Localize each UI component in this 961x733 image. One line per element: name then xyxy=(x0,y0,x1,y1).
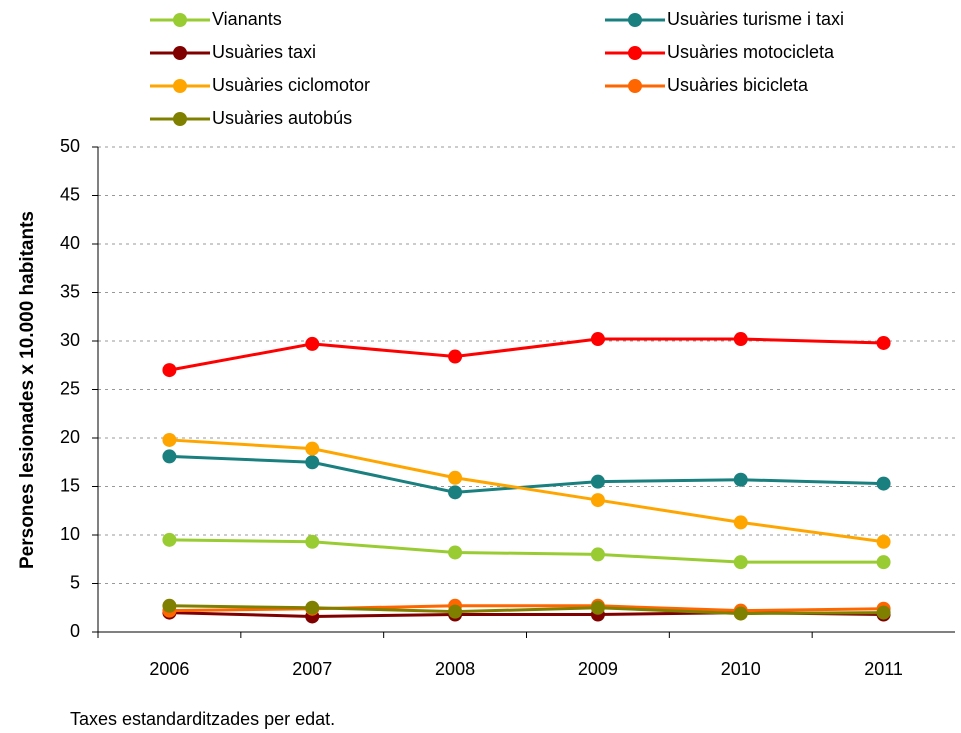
data-point xyxy=(448,349,463,364)
series-line xyxy=(169,337,884,372)
y-axis-label: Persones lesionades x 10.000 habitants xyxy=(17,211,38,569)
y-tick-label: 20 xyxy=(60,427,80,447)
data-point xyxy=(448,470,463,485)
data-point xyxy=(876,335,891,350)
data-point xyxy=(590,600,605,615)
y-tick-label: 15 xyxy=(60,475,80,495)
data-point xyxy=(305,441,320,456)
series-line xyxy=(169,454,884,494)
legend-label: Usuàries taxi xyxy=(212,42,316,62)
data-point xyxy=(448,485,463,500)
data-point xyxy=(876,605,891,620)
legend-label: Vianants xyxy=(212,9,282,29)
legend-label: Usuàries turisme i taxi xyxy=(667,9,844,29)
y-tick-label: 40 xyxy=(60,233,80,253)
y-tick-label: 5 xyxy=(70,572,80,592)
series-line xyxy=(169,604,884,616)
data-point xyxy=(448,545,463,560)
data-point xyxy=(876,555,891,570)
legend-marker xyxy=(173,46,187,60)
x-tick-label: 2009 xyxy=(578,659,618,679)
legend-label: Usuàries autobús xyxy=(212,108,352,128)
data-point xyxy=(162,432,177,447)
data-point xyxy=(590,474,605,489)
data-point xyxy=(162,598,177,613)
y-tick-label: 0 xyxy=(70,621,80,641)
data-point xyxy=(590,332,605,347)
data-point xyxy=(733,472,748,487)
series-line xyxy=(169,438,884,544)
legend-marker xyxy=(628,13,642,27)
legend-marker xyxy=(628,79,642,93)
data-point xyxy=(305,336,320,351)
y-tick-label: 50 xyxy=(60,136,80,156)
data-point xyxy=(305,600,320,615)
data-point xyxy=(733,515,748,530)
legend-marker xyxy=(173,79,187,93)
y-tick-label: 30 xyxy=(60,330,80,350)
x-tick-label: 2006 xyxy=(149,659,189,679)
note: Taxes estandarditzades per edat. xyxy=(70,709,335,729)
y-tick-label: 10 xyxy=(60,524,80,544)
x-tick-label: 2008 xyxy=(435,659,475,679)
x-tick-label: 2007 xyxy=(292,659,332,679)
data-point xyxy=(733,332,748,347)
x-tick-label: 2010 xyxy=(721,659,761,679)
data-point xyxy=(162,363,177,378)
data-point xyxy=(448,604,463,619)
data-point xyxy=(305,534,320,549)
series-line xyxy=(169,538,884,564)
data-point xyxy=(733,606,748,621)
x-tick-label: 2011 xyxy=(864,659,903,679)
y-tick-label: 45 xyxy=(60,184,80,204)
legend-label: Usuàries ciclomotor xyxy=(212,75,370,95)
legend-label: Usuàries bicicleta xyxy=(667,75,809,95)
data-point xyxy=(733,555,748,570)
legend-marker xyxy=(628,46,642,60)
data-point xyxy=(305,455,320,470)
data-point xyxy=(876,476,891,491)
legend-marker xyxy=(173,112,187,126)
legend-marker xyxy=(173,13,187,27)
data-point xyxy=(876,534,891,549)
y-tick-label: 25 xyxy=(60,378,80,398)
data-point xyxy=(162,532,177,547)
series-line xyxy=(169,604,884,613)
data-point xyxy=(162,449,177,464)
data-point xyxy=(590,493,605,508)
y-tick-label: 35 xyxy=(60,281,80,301)
data-point xyxy=(590,547,605,562)
legend-label: Usuàries motocicleta xyxy=(667,42,835,62)
